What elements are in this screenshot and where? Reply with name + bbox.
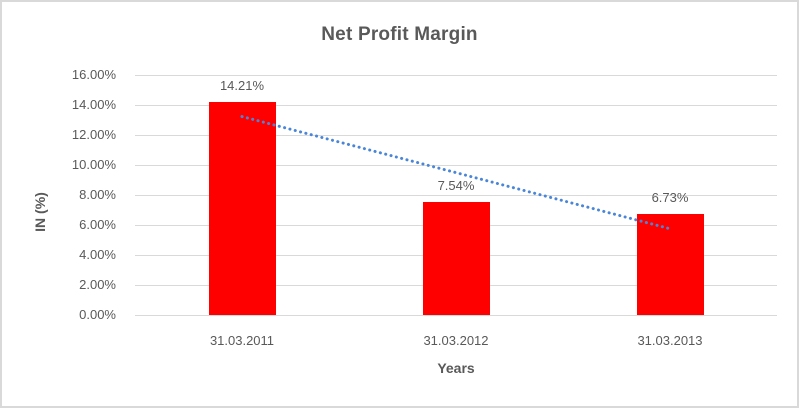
gridline — [135, 75, 777, 76]
chart-title: Net Profit Margin — [321, 24, 478, 45]
x-tick-label: 31.03.2011 — [209, 333, 275, 348]
y-tick-label: 4.00% — [79, 247, 116, 262]
y-tick-label: 10.00% — [71, 157, 116, 172]
x-tick-label: 31.03.2013 — [637, 333, 703, 348]
x-axis-title: Years — [437, 360, 475, 376]
y-tick-label: 6.00% — [79, 217, 116, 232]
bar — [637, 214, 704, 315]
gridline — [135, 315, 777, 316]
bar — [423, 202, 490, 315]
y-tick-label: 16.00% — [71, 67, 116, 82]
bar — [209, 102, 276, 315]
y-tick-label: 8.00% — [79, 187, 116, 202]
x-tick-label: 31.03.2012 — [423, 333, 489, 348]
gridline — [135, 105, 777, 106]
y-tick-label: 2.00% — [79, 277, 116, 292]
y-tick-label: 12.00% — [71, 127, 116, 142]
y-tick-label: 0.00% — [79, 307, 116, 322]
data-label: 6.73% — [651, 190, 689, 205]
data-label: 7.54% — [437, 178, 475, 193]
y-tick-label: 14.00% — [71, 97, 116, 112]
data-label: 14.21% — [219, 78, 265, 93]
